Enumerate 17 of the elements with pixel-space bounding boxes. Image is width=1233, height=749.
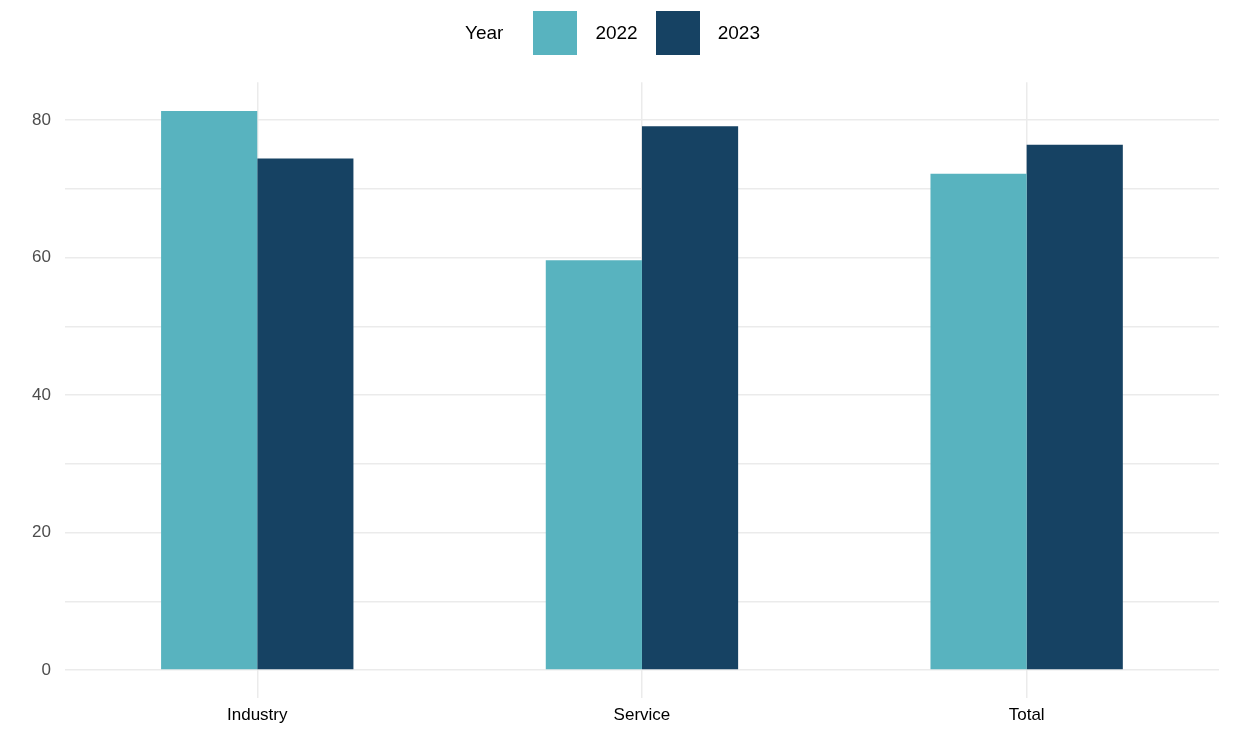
y-tick-label: 20 xyxy=(31,522,51,542)
y-tick-label: 0 xyxy=(41,659,51,679)
x-tick-label: Total xyxy=(1008,705,1045,725)
bar xyxy=(545,260,642,670)
y-tick-label: 40 xyxy=(31,384,51,404)
x-tick-label: Industry xyxy=(227,705,288,725)
y-tick-label: 60 xyxy=(31,247,51,267)
bar xyxy=(641,126,739,670)
bar xyxy=(1026,144,1123,670)
x-tick-label: Service xyxy=(613,705,671,725)
bar xyxy=(257,158,354,670)
bar xyxy=(930,173,1027,670)
legend-label: 2022 xyxy=(595,22,638,44)
legend-title: Year xyxy=(465,22,504,44)
legend-label: 2023 xyxy=(717,22,760,44)
bar xyxy=(161,111,258,670)
y-tick-label: 80 xyxy=(31,109,51,129)
